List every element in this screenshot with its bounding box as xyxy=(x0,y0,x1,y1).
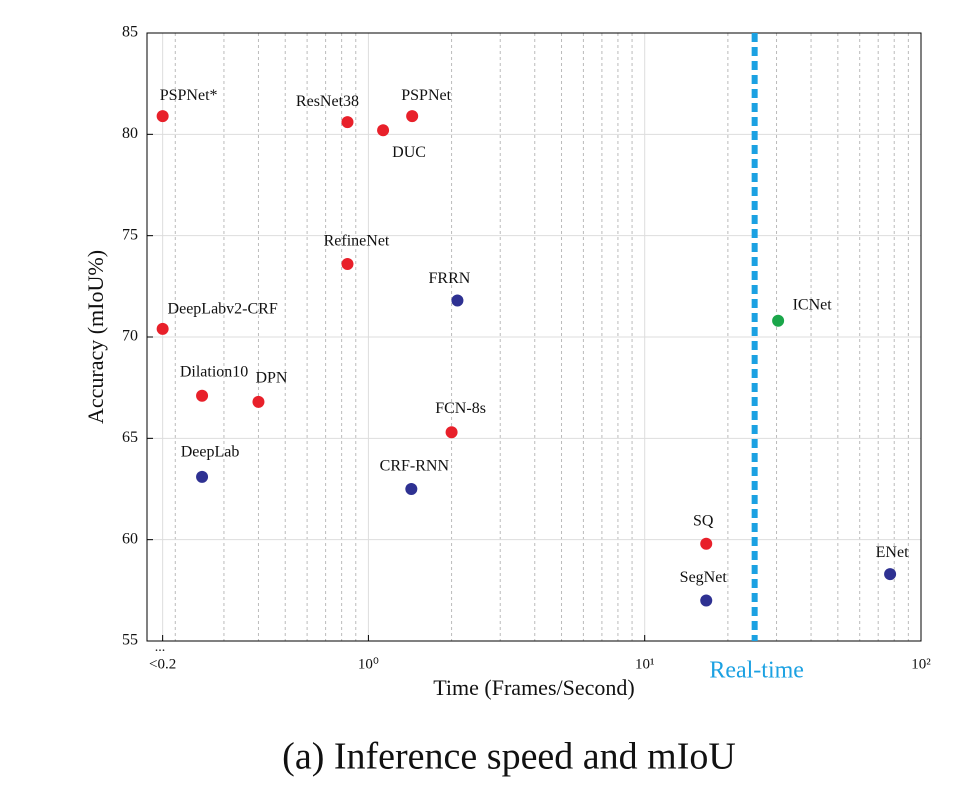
y-tick-label: 70 xyxy=(122,328,138,345)
point-label: ResNet38 xyxy=(296,93,359,110)
point-label: DeepLab xyxy=(181,444,240,461)
point xyxy=(196,470,209,483)
point xyxy=(377,124,390,137)
y-tick-label: 75 xyxy=(122,226,138,243)
point-label: PSPNet xyxy=(401,87,451,104)
point-label: DeepLabv2-CRF xyxy=(168,301,278,318)
threshold-label: Real-time xyxy=(709,658,804,684)
y-axis-label: Accuracy (mIoU%) xyxy=(83,250,108,424)
point-label: FRRN xyxy=(429,270,471,287)
plot-frame xyxy=(146,32,922,642)
point xyxy=(700,537,713,550)
point-label: RefineNet xyxy=(324,233,390,250)
point xyxy=(156,322,169,335)
axis-break-mark: ... xyxy=(155,640,166,655)
point xyxy=(772,314,785,327)
y-tick-label: 60 xyxy=(122,530,138,547)
point xyxy=(341,116,354,129)
point-label: ENet xyxy=(876,544,909,561)
point xyxy=(700,594,713,607)
point xyxy=(406,110,419,123)
point xyxy=(445,426,458,439)
point-label: DPN xyxy=(255,370,287,387)
point xyxy=(341,258,354,271)
x-tick-label: 10² xyxy=(911,656,931,672)
point-label: DUC xyxy=(392,144,426,161)
point xyxy=(196,389,209,402)
y-tick-label: 85 xyxy=(122,24,138,41)
x-axis-label: Time (Frames/Second) xyxy=(433,675,634,700)
point-label: FCN-8s xyxy=(435,400,486,417)
point-label: CRF-RNN xyxy=(380,458,450,475)
x-tick-label: <0.2 xyxy=(149,656,176,672)
point xyxy=(884,568,897,581)
point xyxy=(156,110,169,123)
point xyxy=(252,395,265,408)
point-label: PSPNet* xyxy=(160,87,218,104)
y-tick-label: 65 xyxy=(122,429,138,446)
point-label: ICNet xyxy=(793,296,833,313)
x-tick-label: 10¹ xyxy=(635,656,655,672)
caption: (a) Inference speed and mIoU xyxy=(282,736,736,778)
y-tick-label: 80 xyxy=(122,125,138,142)
point-label: SQ xyxy=(693,512,714,529)
point xyxy=(405,483,418,495)
y-tick-label: 55 xyxy=(122,632,138,649)
x-tick-label: 10⁰ xyxy=(358,656,379,672)
point xyxy=(451,294,464,307)
point-label: Dilation10 xyxy=(180,363,248,380)
point-label: SegNet xyxy=(680,569,728,586)
